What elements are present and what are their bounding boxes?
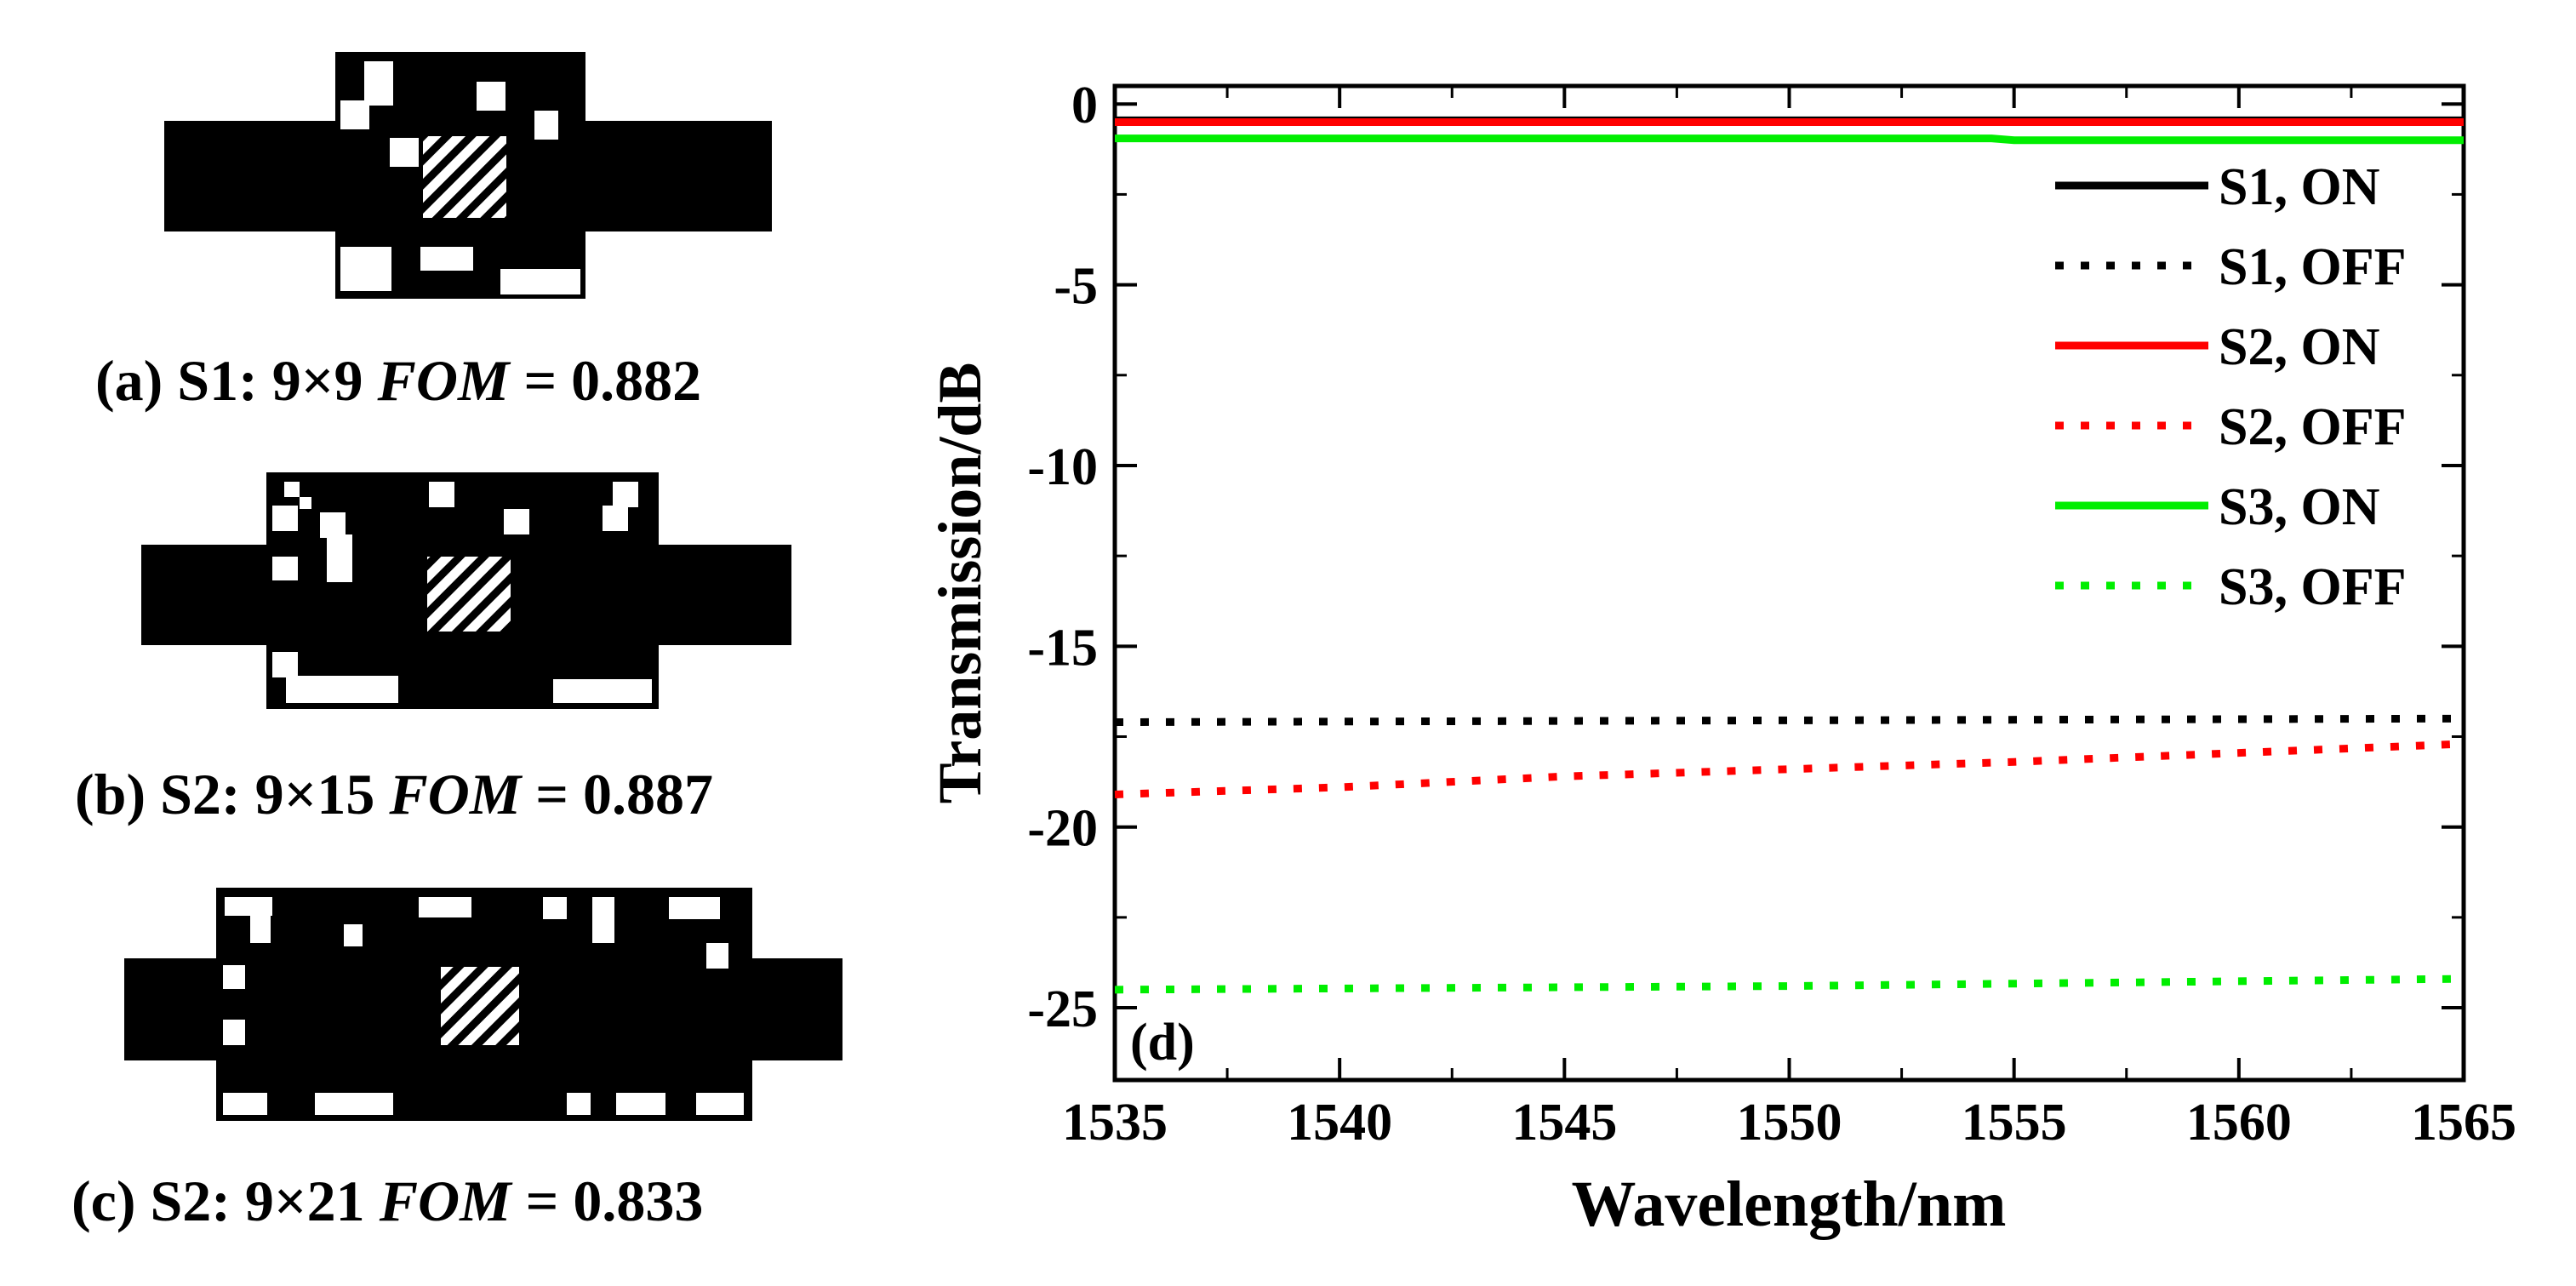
x-tick-label: 1560 — [2186, 1094, 2292, 1152]
x-tick-label: 1565 — [2411, 1094, 2516, 1152]
x-axis-label: Wavelength/nm — [1572, 1169, 2007, 1240]
device-b — [141, 472, 791, 709]
x-axis-ticks: 1535 1540 1545 1550 1555 1560 1565 — [1062, 86, 2516, 1152]
device-layouts — [124, 52, 842, 1121]
series-s3-off — [1114, 975, 2465, 994]
series-s3-on — [1115, 134, 2464, 145]
x-tick-label: 1555 — [1962, 1094, 2067, 1152]
y-tick-label: -25 — [1027, 980, 1098, 1038]
caption-a: (a) S1: 9×9 FOM = 0.882 — [95, 348, 702, 413]
legend: S1, ON S1, OFF S2, ON S2, OFF S3, ON S3, OFF — [2055, 158, 2406, 616]
x-tick-label: 1545 — [1511, 1094, 1617, 1152]
x-tick-label: 1540 — [1287, 1094, 1392, 1152]
series-group — [1114, 116, 2465, 994]
legend-label: S3, ON — [2219, 478, 2379, 536]
y-axis-ticks: 0 -5 -10 -15 -20 -25 — [1027, 77, 2464, 1038]
x-tick-label: 1550 — [1737, 1094, 1842, 1152]
y-tick-label: -20 — [1027, 800, 1098, 858]
legend-label: S1, ON — [2219, 158, 2379, 216]
series-s2-off — [1114, 740, 2465, 798]
caption-c: (c) S2: 9×21 FOM = 0.833 — [71, 1169, 704, 1233]
caption-b: (b) S2: 9×15 FOM = 0.887 — [75, 762, 714, 826]
y-axis-label: Transmission/dB — [926, 363, 994, 804]
legend-label: S1, OFF — [2219, 238, 2406, 296]
panel-label-d: (d) — [1130, 1014, 1195, 1072]
device-a — [164, 52, 772, 299]
y-tick-label: -10 — [1027, 438, 1098, 496]
y-tick-label: -5 — [1054, 258, 1098, 316]
legend-label: S2, OFF — [2219, 398, 2406, 456]
legend-label: S2, ON — [2219, 318, 2379, 376]
y-tick-label: -15 — [1027, 619, 1098, 677]
y-tick-label: 0 — [1071, 77, 1098, 134]
legend-label: S3, OFF — [2219, 558, 2406, 616]
series-s1-off — [1114, 714, 2465, 727]
x-tick-label: 1535 — [1062, 1094, 1168, 1152]
device-c — [124, 888, 842, 1121]
